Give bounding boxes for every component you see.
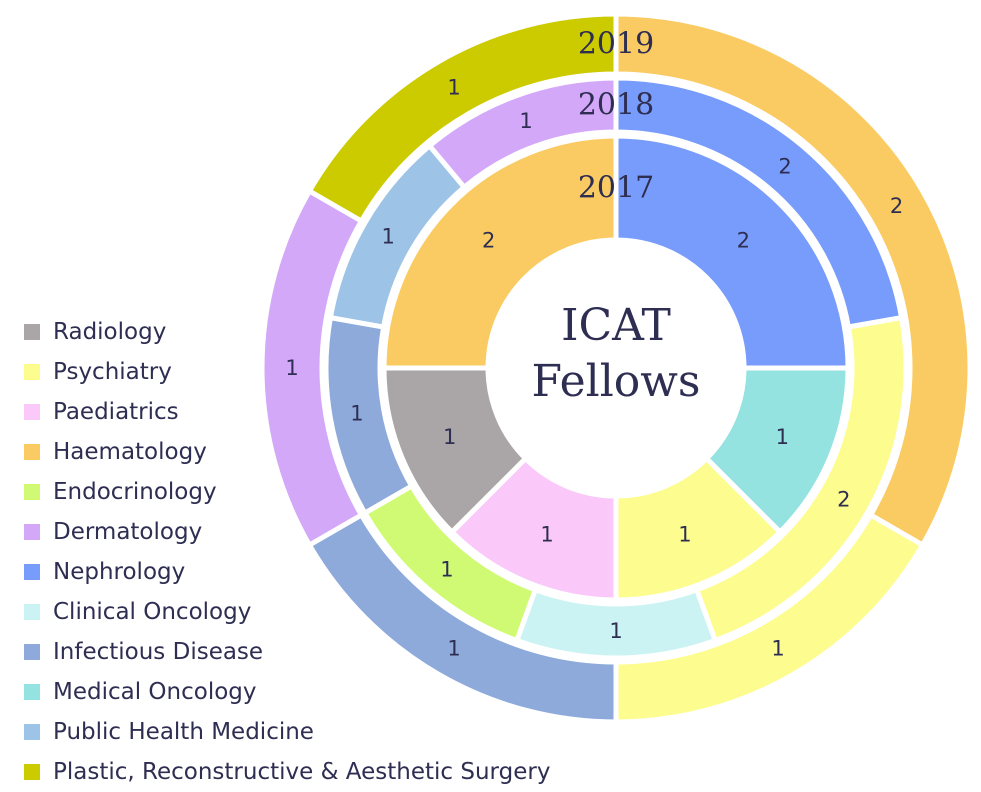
legend-swatch [24, 364, 40, 380]
legend-label: Dermatology [53, 519, 203, 545]
legend-swatch [24, 404, 40, 420]
slice-value-label: 2 [482, 229, 495, 253]
legend-label: Clinical Oncology [53, 599, 252, 625]
slice-value-label: 1 [447, 637, 460, 661]
legend-swatch [24, 324, 40, 340]
legend-item-public-health-medicine: Public Health Medicine [24, 712, 550, 752]
slice-value-label: 2 [778, 155, 791, 179]
legend-item-radiology: Radiology [24, 312, 550, 352]
legend-swatch [24, 564, 40, 580]
legend: Radiology Psychiatry Paediatrics Haematolog… [24, 312, 550, 792]
legend-item-psychiatry: Psychiatry [24, 352, 550, 392]
legend-label: Paediatrics [53, 399, 179, 425]
ring-year-label-2019: 2019 [578, 27, 654, 62]
legend-item-haematology: Haematology [24, 432, 550, 472]
legend-item-endocrinology: Endocrinology [24, 472, 550, 512]
slice-2019-plastic-reconstructive-and-aesthetic-surgery [306, 11, 619, 225]
legend-label: Haematology [53, 439, 207, 465]
slice-value-label: 2 [737, 229, 750, 253]
legend-label: Infectious Disease [53, 639, 264, 665]
slice-value-label: 1 [678, 522, 691, 546]
legend-item-dermatology: Dermatology [24, 512, 550, 552]
legend-item-plastic-reconstructive-and-aesthetic-surgery: Plastic, Reconstructive & Aesthetic Surg… [24, 752, 550, 792]
legend-swatch [24, 764, 40, 780]
slice-value-label: 1 [776, 425, 789, 449]
legend-swatch [24, 604, 40, 620]
legend-label: Radiology [53, 319, 167, 345]
slice-value-label: 1 [771, 637, 784, 661]
slice-value-label: 1 [285, 356, 298, 380]
legend-item-paediatrics: Paediatrics [24, 392, 550, 432]
slice-2018-dermatology [426, 75, 619, 191]
slice-value-label: 1 [519, 109, 532, 133]
legend-item-clinical-oncology: Clinical Oncology [24, 592, 550, 632]
slice-value-label: 1 [609, 619, 622, 643]
slice-value-label: 1 [447, 75, 460, 99]
slice-value-label: 1 [540, 522, 553, 546]
legend-swatch [24, 444, 40, 460]
legend-item-medical-oncology: Medical Oncology [24, 672, 550, 712]
legend-swatch [24, 524, 40, 540]
legend-swatch [24, 724, 40, 740]
legend-swatch [24, 684, 40, 700]
slice-value-label: 1 [443, 425, 456, 449]
slice-value-label: 1 [382, 225, 395, 249]
legend-swatch [24, 644, 40, 660]
slice-value-label: 1 [440, 557, 453, 581]
slice-value-label: 1 [350, 402, 363, 426]
slice-value-label: 2 [837, 488, 850, 512]
legend-label: Nephrology [53, 559, 186, 585]
ring-year-label-2017: 2017 [578, 171, 654, 206]
ring-year-label-2018: 2018 [578, 88, 654, 123]
legend-label: Medical Oncology [53, 679, 257, 705]
chart-title: ICAT Fellows [531, 300, 700, 407]
legend-item-infectious-disease: Infectious Disease [24, 632, 550, 672]
slice-2017-nephrology [613, 133, 851, 371]
slice-value-label: 2 [890, 194, 903, 218]
legend-label: Plastic, Reconstructive & Aesthetic Surg… [53, 759, 551, 785]
legend-item-nephrology: Nephrology [24, 552, 550, 592]
legend-label: Public Health Medicine [53, 719, 314, 745]
legend-swatch [24, 484, 40, 500]
slice-2017-haematology [381, 133, 619, 371]
legend-label: Endocrinology [53, 479, 217, 505]
legend-label: Psychiatry [53, 359, 172, 385]
